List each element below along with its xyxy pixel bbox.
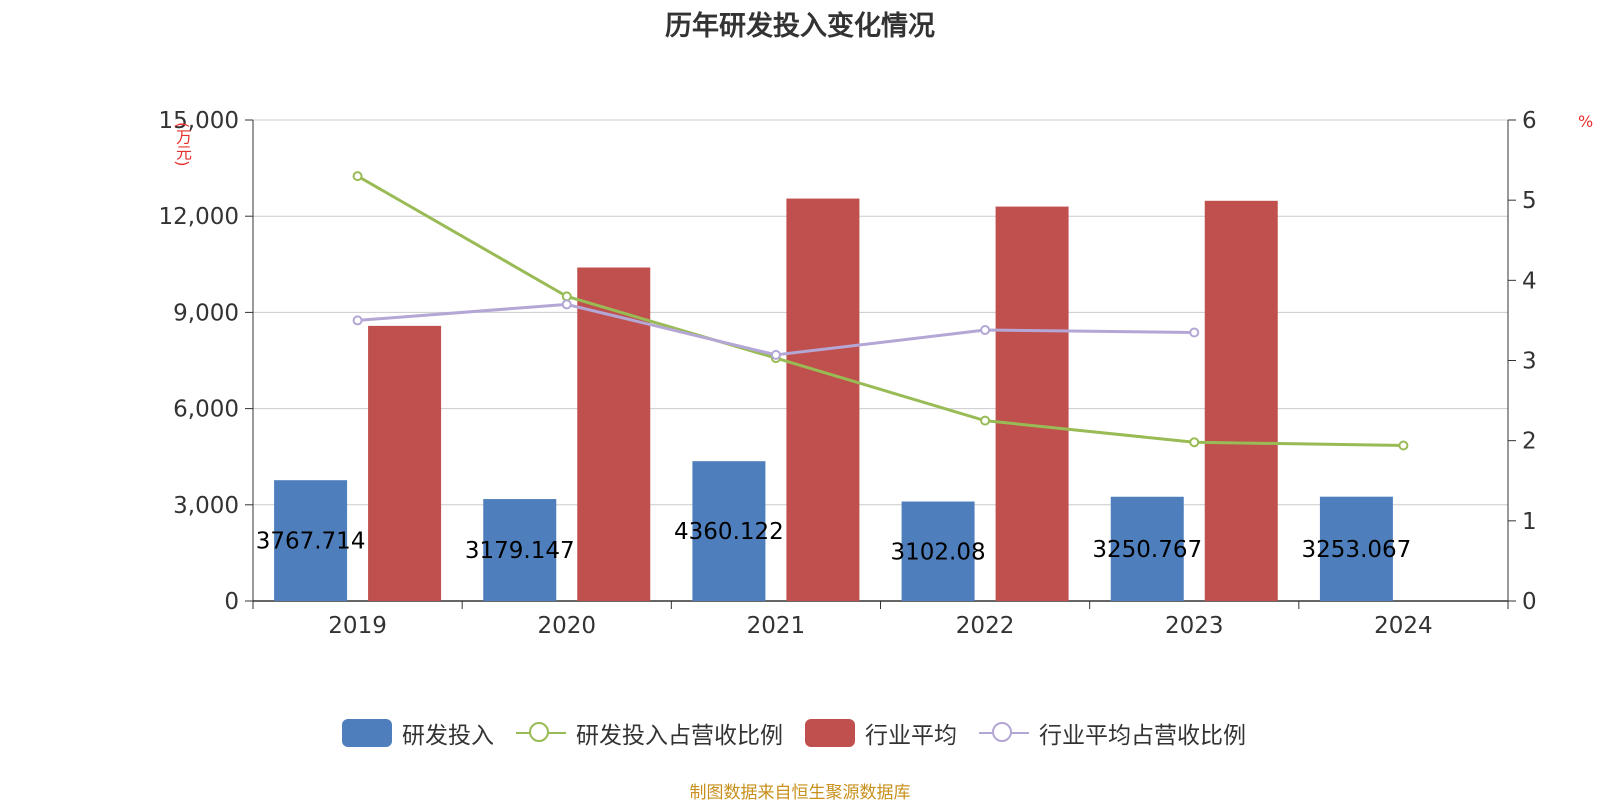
point-rd-ratio: [1189, 437, 1200, 448]
line-rd-ratio: [356, 174, 1404, 447]
point-rd-ratio: [1398, 440, 1409, 451]
right-axis-tick-label: 1: [1522, 509, 1537, 535]
bar-industry-average: [368, 325, 442, 601]
left-axis-tick-label: 15,000: [159, 108, 239, 134]
point-industry-ratio: [561, 299, 572, 310]
legend-item-rd-ratio[interactable]: 研发投入占营收比例: [516, 716, 783, 750]
bar-rd-investment: [483, 499, 557, 601]
left-axis-tick-label: 12,000: [159, 204, 239, 230]
legend: 研发投入 研发投入占营收比例 行业平均 行业平均占营收比例: [0, 716, 1600, 750]
bar-industry-average: [1204, 200, 1278, 602]
point-industry-ratio: [770, 349, 781, 360]
legend-swatch-industry-average: [805, 719, 855, 747]
left-axis-tick-label: 6,000: [173, 397, 239, 423]
right-axis-tick-label: 5: [1522, 188, 1537, 214]
bar-industry-average: [995, 206, 1069, 601]
left-axis-unit: (万元): [173, 122, 192, 167]
data-source-note: 制图数据来自恒生聚源数据库: [689, 783, 911, 803]
bar-rd-investment: [274, 480, 348, 601]
legend-label-industry-average: 行业平均: [865, 723, 957, 749]
legend-swatch-rd-investment: [342, 719, 392, 747]
legend-item-industry-ratio[interactable]: 行业平均占营收比例: [979, 716, 1246, 750]
bar-data-label: 4360.122: [674, 519, 784, 545]
right-axis-tick-label: 2: [1522, 429, 1537, 455]
legend-label-rd-ratio: 研发投入占营收比例: [576, 723, 783, 749]
x-axis-tick-label: 2022: [956, 613, 1015, 639]
x-axis-tick-label: 2023: [1165, 613, 1224, 639]
bar-industry-average: [786, 198, 860, 601]
x-axis-tick-label: 2019: [328, 613, 387, 639]
bar-rd-investment: [692, 461, 766, 601]
legend-swatch-industry-ratio: [979, 719, 1029, 747]
point-industry-ratio: [1189, 327, 1200, 338]
bar-rd-investment: [1319, 496, 1393, 601]
point-industry-ratio: [352, 315, 363, 326]
x-axis-tick-label: 2021: [747, 613, 806, 639]
bar-data-label: 3250.767: [1092, 537, 1202, 563]
point-rd-ratio: [980, 415, 991, 426]
left-axis-tick-label: 3,000: [173, 493, 239, 519]
bar-rd-investment: [901, 501, 975, 601]
bar-data-label: 3253.067: [1302, 537, 1412, 563]
legend-item-industry-average[interactable]: 行业平均: [805, 716, 957, 750]
chart-title: 历年研发投入变化情况: [665, 11, 935, 42]
bar-rd-investment: [1110, 496, 1184, 601]
legend-label-industry-ratio: 行业平均占营收比例: [1039, 723, 1246, 749]
point-industry-ratio: [980, 325, 991, 336]
legend-swatch-rd-ratio: [516, 719, 566, 747]
left-axis-tick-label: 9,000: [173, 300, 239, 326]
right-axis-unit: %: [1578, 112, 1594, 131]
right-axis-tick-label: 6: [1522, 108, 1537, 134]
left-axis-tick-label: 0: [224, 589, 239, 615]
bar-data-label: 3102.08: [891, 539, 986, 565]
x-axis-tick-label: 2020: [537, 613, 596, 639]
x-axis-tick-label: 2024: [1374, 613, 1433, 639]
right-axis-tick-label: 3: [1522, 349, 1537, 375]
bar-data-label: 3179.147: [465, 538, 575, 564]
legend-label-rd-investment: 研发投入: [402, 723, 494, 749]
legend-item-rd-investment[interactable]: 研发投入: [342, 716, 494, 750]
bar-data-label: 3767.714: [256, 529, 366, 555]
point-rd-ratio: [352, 171, 363, 182]
right-axis-tick-label: 0: [1522, 589, 1537, 615]
right-axis-tick-label: 4: [1522, 268, 1537, 294]
point-rd-ratio: [561, 291, 572, 302]
